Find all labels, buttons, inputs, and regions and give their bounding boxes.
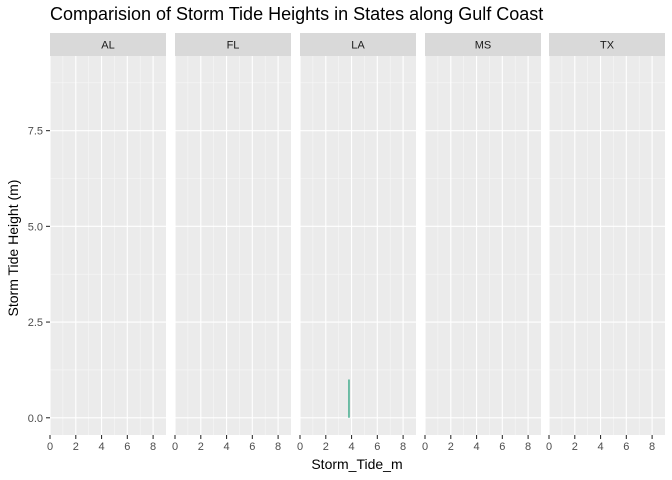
- facet-panel-tx: [549, 56, 665, 435]
- x-tick-label: 4: [98, 441, 104, 453]
- x-axis-title: Storm_Tide_m: [311, 456, 402, 472]
- facet-label-al: AL: [101, 40, 114, 52]
- x-tick-label: 4: [223, 441, 229, 453]
- y-tick-label: 0.0: [28, 413, 43, 425]
- facet-strip-la: [300, 33, 416, 56]
- y-axis: 0.0 2.5 5.0 7.5: [28, 126, 50, 425]
- chart-title: Comparision of Storm Tide Heights in Sta…: [50, 4, 543, 24]
- x-tick-label: 4: [473, 441, 479, 453]
- x-tick-label: 2: [323, 441, 329, 453]
- facet-panel-ms: [425, 56, 541, 435]
- y-tick-label: 2.5: [28, 317, 43, 329]
- x-tick-label: 0: [297, 441, 303, 453]
- facet-panel-la: [300, 56, 416, 435]
- x-tick-label: 0: [172, 441, 178, 453]
- facet-panel-al: [50, 56, 166, 435]
- x-tick-label: 8: [649, 441, 655, 453]
- facet-strip-tx: [549, 33, 665, 56]
- x-tick-label: 6: [249, 441, 255, 453]
- x-tick-label: 8: [400, 441, 406, 453]
- y-tick-label: 5.0: [28, 221, 43, 233]
- x-tick-label: 0: [47, 441, 53, 453]
- x-tick-label: 2: [73, 441, 79, 453]
- facet-strip-ms: [425, 33, 541, 56]
- facet-strip-al: [50, 33, 166, 56]
- x-tick-label: 2: [448, 441, 454, 453]
- facet-label-fl: FL: [227, 40, 240, 52]
- x-tick-label: 4: [597, 441, 603, 453]
- facet-strip-fl: [175, 33, 291, 56]
- x-tick-label: 6: [499, 441, 505, 453]
- x-tick-label: 2: [572, 441, 578, 453]
- x-tick-label: 0: [422, 441, 428, 453]
- facet-label-ms: MS: [475, 40, 492, 52]
- x-tick-label: 0: [546, 441, 552, 453]
- x-tick-label: 8: [150, 441, 156, 453]
- x-tick-label: 6: [374, 441, 380, 453]
- y-axis-title: Storm Tide Height (m): [5, 180, 21, 317]
- facet-panel-fl: [175, 56, 291, 435]
- x-tick-label: 6: [623, 441, 629, 453]
- facet-panels: AL 0 2 4 6 8 FL 0 2 4 6 8 LA 0 2 4 6 8 MS 0 2 4 6 8 TX 0 2 4 6 8: [47, 33, 665, 453]
- x-tick-label: 8: [275, 441, 281, 453]
- facet-label-la: LA: [351, 40, 365, 52]
- x-tick-label: 2: [198, 441, 204, 453]
- facet-label-tx: TX: [600, 40, 615, 52]
- y-tick-label: 7.5: [28, 126, 43, 138]
- x-tick-label: 8: [525, 441, 531, 453]
- x-tick-label: 4: [348, 441, 354, 453]
- x-tick-label: 6: [124, 441, 130, 453]
